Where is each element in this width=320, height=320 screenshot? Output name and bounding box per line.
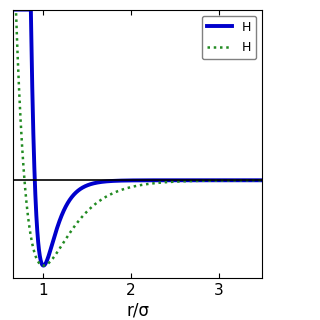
H: [118, 179, 122, 183]
H: [256, 178, 260, 182]
H: [107, 193, 111, 197]
H: [229, 179, 233, 182]
Line: H: H: [13, 10, 262, 266]
Line: H: H: [13, 10, 262, 266]
H: [260, 179, 264, 182]
H: [42, 264, 45, 268]
X-axis label: r/σ: r/σ: [126, 301, 149, 319]
H: [11, 8, 15, 12]
H: [229, 178, 233, 182]
H: [40, 262, 44, 266]
Legend: H, H: H, H: [202, 16, 256, 59]
H: [118, 188, 122, 192]
H: [107, 179, 111, 183]
H: [256, 179, 260, 182]
H: [260, 178, 264, 182]
H: [55, 252, 59, 255]
H: [11, 8, 15, 12]
H: [55, 228, 59, 232]
H: [40, 263, 44, 267]
H: [42, 264, 45, 268]
